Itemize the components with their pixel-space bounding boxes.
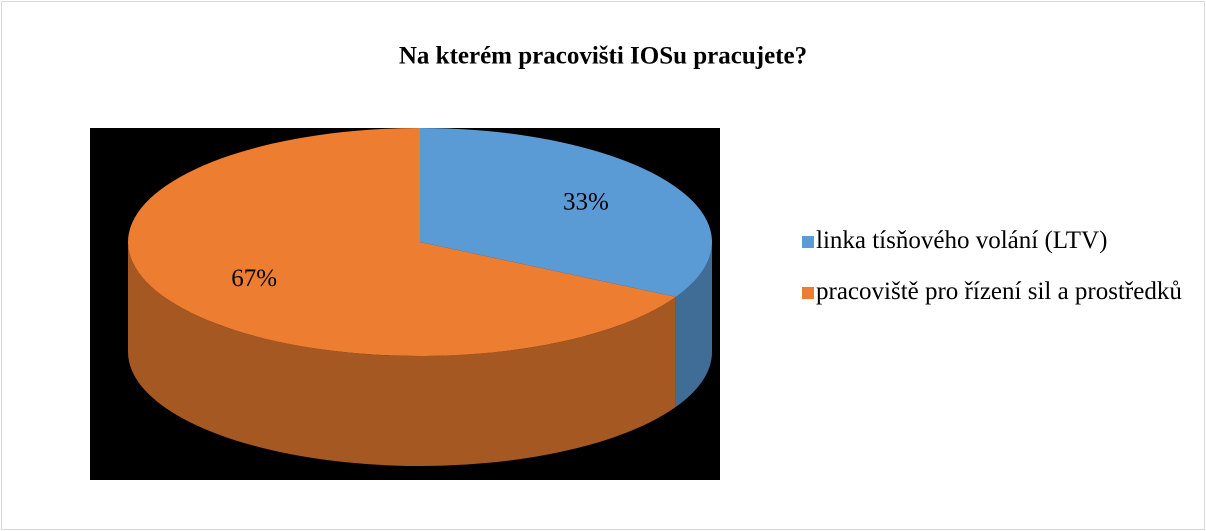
slice-side xyxy=(675,242,712,407)
legend-label: linka tísňového volání (LTV) xyxy=(816,227,1108,254)
slice xyxy=(127,128,676,466)
data-label: 33% xyxy=(563,188,609,215)
legend-swatch xyxy=(802,236,814,248)
legend-item: pracoviště pro řízení sil a prostředků xyxy=(800,275,1190,308)
legend-swatch xyxy=(802,287,814,299)
legend-label: pracoviště pro řízení sil a prostředků xyxy=(816,278,1182,305)
slice-side xyxy=(128,242,676,466)
chart-title: Na kterém pracovišti IOSu pracujete? xyxy=(399,43,807,70)
data-label: 67% xyxy=(231,265,277,292)
legend: linka tísňového volání (LTV) pracoviště p… xyxy=(800,224,1190,326)
slice xyxy=(420,128,712,407)
slice-top xyxy=(127,128,676,356)
legend-item: linka tísňového volání (LTV) xyxy=(800,224,1190,257)
slice-top xyxy=(420,128,712,297)
